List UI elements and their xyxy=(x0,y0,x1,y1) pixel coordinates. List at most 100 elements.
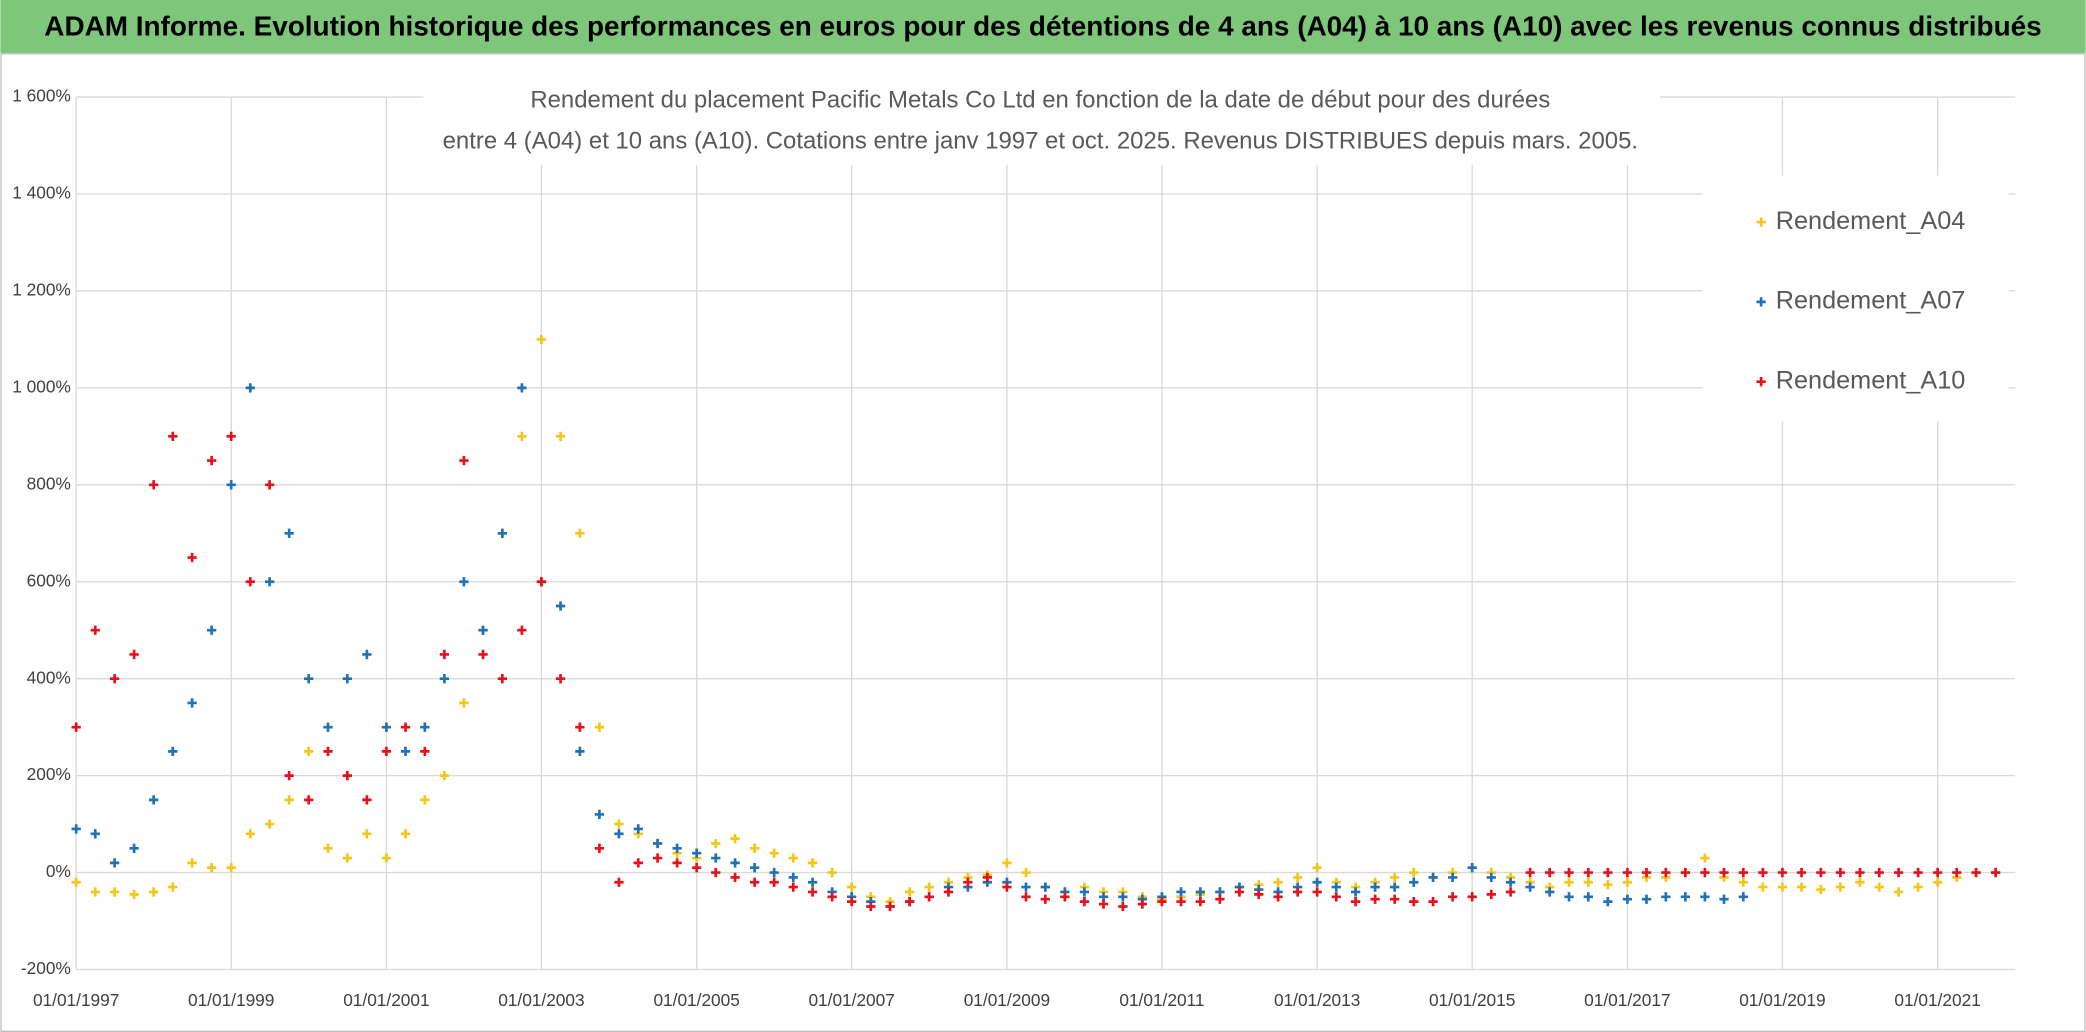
point xyxy=(1447,872,1458,883)
point xyxy=(304,746,314,757)
point xyxy=(342,770,352,781)
point xyxy=(517,383,527,393)
point xyxy=(459,455,469,466)
point xyxy=(1622,877,1633,887)
point xyxy=(109,674,120,684)
point xyxy=(1176,887,1186,897)
point xyxy=(304,674,314,684)
point xyxy=(614,877,624,887)
point xyxy=(749,877,760,887)
point xyxy=(1292,872,1303,883)
point xyxy=(769,877,779,887)
chart-title: Rendement du placement Pacific Metals Co… xyxy=(530,86,1550,113)
point xyxy=(1564,892,1574,902)
point xyxy=(1835,867,1846,878)
point xyxy=(226,863,236,873)
point xyxy=(1486,872,1496,883)
point xyxy=(1021,892,1031,902)
point xyxy=(1370,894,1380,904)
point xyxy=(575,722,585,732)
title-bg xyxy=(423,77,1661,165)
point xyxy=(362,829,372,839)
point xyxy=(807,858,818,868)
heading: ADAM Informe. Evolution historique des p… xyxy=(44,10,2041,41)
point xyxy=(788,882,798,892)
point xyxy=(71,722,81,732)
x-tick-label: 01/01/2011 xyxy=(1119,990,1204,1010)
point xyxy=(1700,892,1710,902)
point xyxy=(1195,896,1206,907)
x-tick-label: 01/01/2013 xyxy=(1274,990,1360,1010)
y-tick-label: 1 400% xyxy=(12,183,71,203)
point xyxy=(342,853,352,863)
point xyxy=(1777,867,1788,878)
point xyxy=(788,872,798,883)
point xyxy=(1390,882,1400,892)
point xyxy=(536,577,547,587)
point xyxy=(652,853,663,863)
point xyxy=(323,843,333,853)
point xyxy=(1254,889,1264,900)
y-tick-label: 0% xyxy=(46,861,71,881)
point xyxy=(109,887,120,897)
point xyxy=(1273,877,1283,887)
point xyxy=(730,872,740,883)
point xyxy=(1990,867,2001,878)
point xyxy=(1855,877,1865,887)
point xyxy=(497,528,508,538)
point xyxy=(245,577,255,587)
point xyxy=(206,863,217,873)
point xyxy=(284,528,294,538)
point xyxy=(1118,892,1128,902)
point xyxy=(439,770,450,781)
point xyxy=(478,649,488,660)
point xyxy=(749,863,760,873)
point xyxy=(1622,894,1633,904)
point xyxy=(1583,877,1593,887)
y-tick-label: 600% xyxy=(27,570,71,590)
point xyxy=(1874,867,1884,878)
point xyxy=(1855,867,1865,878)
point xyxy=(730,833,740,844)
x-tick-label: 01/01/2009 xyxy=(964,990,1050,1010)
point xyxy=(264,819,275,829)
point xyxy=(129,649,139,660)
point xyxy=(342,674,352,684)
point xyxy=(1738,867,1748,878)
point xyxy=(1583,892,1593,902)
point xyxy=(1428,896,1438,907)
point xyxy=(555,674,566,684)
point xyxy=(381,746,392,757)
point xyxy=(904,887,915,897)
x-tick-label: 01/01/2017 xyxy=(1584,990,1670,1010)
point xyxy=(497,674,508,684)
point xyxy=(71,877,81,887)
point xyxy=(1350,887,1361,897)
point xyxy=(1486,889,1496,900)
point xyxy=(1409,896,1419,907)
point xyxy=(323,746,333,757)
point xyxy=(788,853,798,863)
legend-marker xyxy=(1756,377,1766,387)
point xyxy=(1002,882,1012,892)
point xyxy=(1700,867,1710,878)
point xyxy=(1234,887,1245,897)
point xyxy=(1952,867,1962,878)
point xyxy=(1098,899,1109,909)
point xyxy=(594,809,605,820)
point xyxy=(847,882,857,892)
point xyxy=(206,455,217,466)
point xyxy=(1195,887,1206,897)
legend-label: Rendement_A04 xyxy=(1776,207,1966,235)
point xyxy=(90,829,100,839)
point xyxy=(71,824,81,834)
point xyxy=(517,625,527,635)
y-tick-label: 1 200% xyxy=(12,280,71,300)
point xyxy=(1932,877,1943,887)
point xyxy=(1738,877,1748,887)
point xyxy=(1312,863,1322,873)
point xyxy=(1390,894,1400,904)
point xyxy=(575,528,585,538)
